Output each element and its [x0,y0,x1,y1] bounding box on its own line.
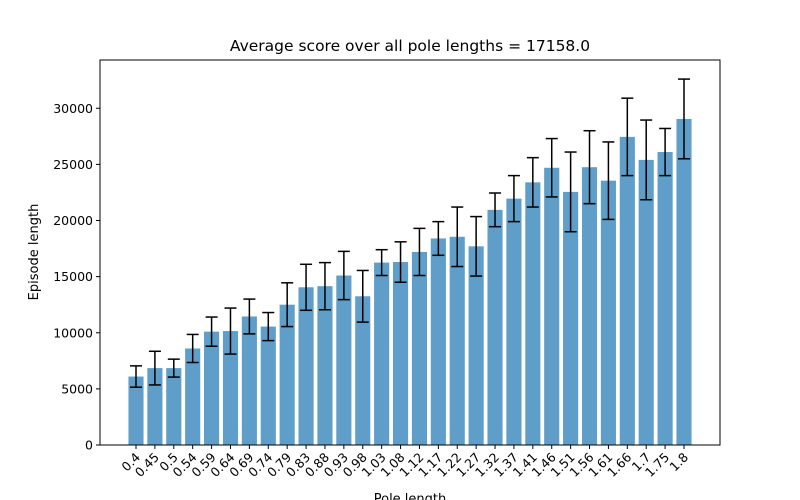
bar [581,167,598,445]
bar [619,136,635,445]
error-bar [583,129,596,205]
error-bar [451,206,464,268]
y-tick-label: 10000 [53,325,93,340]
bar [260,326,276,445]
error-bar [470,215,483,277]
bar [185,348,201,445]
chart-title: Average score over all pole lengths = 17… [230,37,590,55]
bar [355,296,371,445]
y-axis-ticks: 0 5000 10000 15000 20000 25000 30000 [53,101,100,453]
bar [317,286,333,445]
bar [411,251,428,445]
y-tick-label: 20000 [53,213,93,228]
error-bar [526,156,539,208]
error-bar [375,248,388,277]
bar [544,167,560,445]
error-bar [205,316,218,347]
bar [600,180,616,445]
error-bar [394,241,407,283]
error-bar [262,311,275,342]
error-bar [507,174,520,223]
bar [279,304,295,445]
bar [449,236,465,445]
error-bar [413,227,426,277]
y-tick-label: 0 [85,438,93,453]
bar [392,262,409,445]
error-bar [621,97,634,177]
error-bars-layer [130,78,690,388]
bar [298,287,314,445]
bar [525,182,541,446]
error-bar [678,78,690,160]
bar [657,152,673,445]
bar [147,368,163,445]
x-tick-label: 1.8 [666,449,691,474]
error-bar [186,333,199,364]
bar [222,331,239,445]
error-bar [148,350,161,386]
y-tick-label: 15000 [53,269,93,284]
error-bar [337,250,350,301]
error-bar [167,358,180,378]
error-bar [564,151,577,233]
error-bar [356,269,369,323]
error-bar [602,141,615,221]
bar [468,246,484,445]
error-bar [300,263,313,312]
bar [638,159,654,446]
bar [128,376,144,445]
error-bar [432,220,445,257]
error-bar [281,282,294,328]
bar [336,275,352,445]
x-axis-label: Pole length [374,492,447,500]
error-bar [489,192,502,228]
bar [487,209,503,445]
error-bar [545,137,558,198]
bar [374,262,390,445]
bar [166,368,182,445]
bars-layer [128,118,692,446]
y-axis-label: Episode length [27,204,42,301]
error-bar [640,119,653,201]
error-bar [224,307,237,355]
error-bar [318,261,331,311]
x-axis-ticks: 0.40.450.50.540.590.640.690.740.790.830.… [118,445,691,480]
plot-frame [99,59,721,446]
bar [676,118,692,445]
error-bar [243,298,256,335]
bar [241,316,257,445]
y-tick-label: 5000 [61,381,93,396]
y-tick-label: 25000 [53,157,93,172]
bar [430,238,446,445]
y-tick-label: 30000 [53,101,93,116]
error-bar [130,365,142,388]
bar [204,331,220,445]
bar [506,198,522,445]
bar [563,191,579,445]
error-bar [659,127,672,177]
